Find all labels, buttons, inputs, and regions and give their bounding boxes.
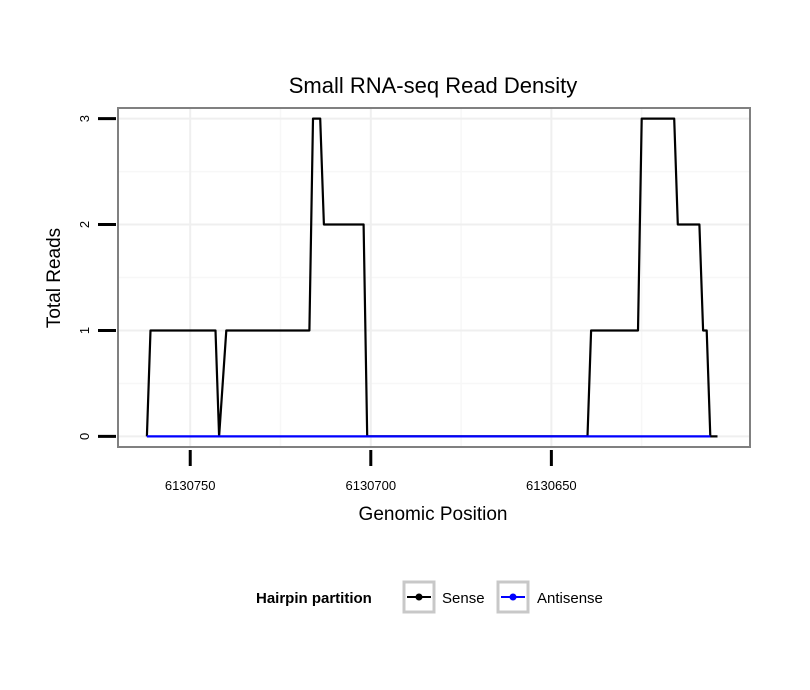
legend-point-antisense <box>509 593 517 601</box>
legend-title: Hairpin partition <box>256 590 372 607</box>
legend-point-sense <box>415 593 423 601</box>
y-tick-label: 2 <box>77 221 92 228</box>
x-tick-label: 6130750 <box>165 478 216 493</box>
legend-label-antisense: Antisense <box>537 590 603 607</box>
series-layer <box>145 117 718 438</box>
chart-title: Small RNA-seq Read Density <box>289 73 578 98</box>
y-axis: 0 1 2 3 <box>77 115 116 440</box>
y-tick-label: 3 <box>77 115 92 122</box>
legend-label-sense: Sense <box>442 590 485 607</box>
legend-item-antisense: Antisense <box>496 580 603 614</box>
legend-item-sense: Sense <box>402 580 485 614</box>
x-axis-title: Genomic Position <box>359 504 508 525</box>
x-tick-label: 6130650 <box>526 478 577 493</box>
y-tick-label: 1 <box>77 327 92 334</box>
x-axis: 6130750 6130700 6130650 <box>165 450 577 493</box>
legend: Hairpin partition Sense Antisense <box>256 580 603 614</box>
plot-panel <box>117 107 751 448</box>
plot-border <box>117 107 751 448</box>
y-axis-title: Total Reads <box>44 228 65 328</box>
x-tick-label: 6130700 <box>345 478 396 493</box>
y-tick-label: 0 <box>77 433 92 440</box>
